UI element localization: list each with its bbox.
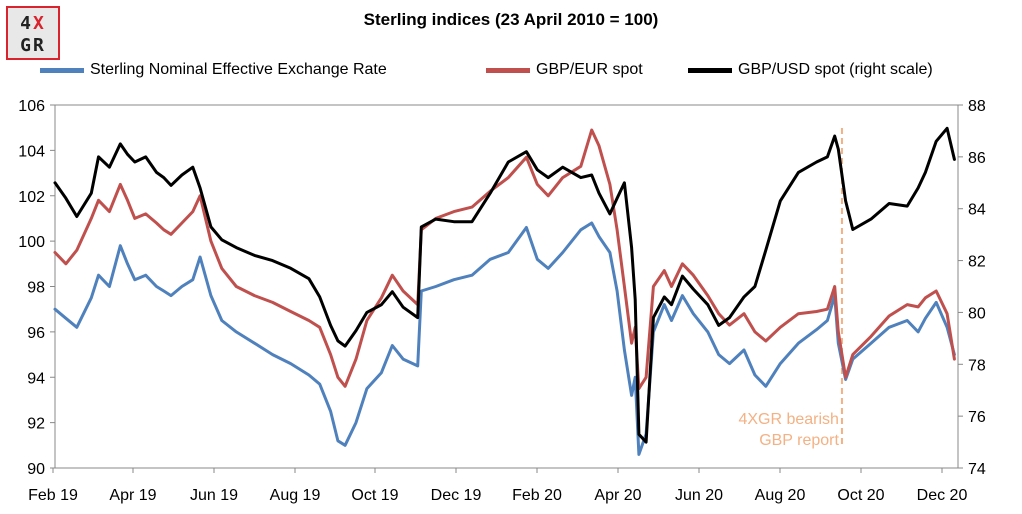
x-tick-label: Aug 20 xyxy=(755,487,806,504)
axes-group: 90 92 94 96 98 100 102 104 106 74 76 78 80 82 84 86 88 Fe… xyxy=(18,98,986,504)
x-tick-label: Feb 19 xyxy=(28,487,78,504)
y-left-tick-label: 106 xyxy=(18,98,45,115)
x-tick-label: Dec 19 xyxy=(431,487,482,504)
logo-line-1: 4X xyxy=(20,13,46,34)
x-tick-label: Jun 19 xyxy=(190,487,238,504)
legend-item-gbpeur: GBP/EUR spot xyxy=(486,58,643,82)
legend-label-neer: Sterling Nominal Effective Exchange Rate xyxy=(90,61,387,78)
annotation-group: 4XGR bearish GBP report xyxy=(738,128,843,449)
y-left-tick-label: 92 xyxy=(27,416,45,433)
series-line-gbpeur xyxy=(53,128,956,391)
y-left-tick-label: 100 xyxy=(18,234,45,251)
annotation-text: GBP report xyxy=(759,432,839,449)
x-tick-label: Oct 19 xyxy=(351,487,398,504)
x-tick-label: Aug 19 xyxy=(270,487,321,504)
y-right-tick-label: 86 xyxy=(968,150,986,167)
y-left-tick-label: 94 xyxy=(27,370,45,387)
y-left-tick-label: 104 xyxy=(18,143,45,160)
x-tick-label: Jun 20 xyxy=(675,487,723,504)
legend-item-neer: Sterling Nominal Effective Exchange Rate xyxy=(40,58,387,82)
annotation-text: 4XGR bearish xyxy=(738,411,839,428)
y-left-tick-label: 96 xyxy=(27,325,45,342)
y-left-tick-label: 102 xyxy=(18,189,45,206)
y-right-tick-label: 80 xyxy=(968,305,986,322)
x-tick-label: Dec 20 xyxy=(917,487,968,504)
legend-label-gbpeur: GBP/EUR spot xyxy=(536,61,643,78)
legend-swatch-gbpeur xyxy=(486,67,530,73)
legend-swatch-neer xyxy=(40,67,84,73)
legend-swatch-gbpusd xyxy=(688,67,732,73)
legend-label-gbpusd: GBP/USD spot (right scale) xyxy=(738,61,933,78)
logo-line-2: GR xyxy=(20,35,46,56)
series-line-neer xyxy=(53,221,956,456)
y-right-tick-label: 84 xyxy=(968,202,986,219)
y-right-tick-label: 74 xyxy=(968,461,986,478)
x-tick-label: Feb 20 xyxy=(512,487,562,504)
series-line-gbpusd xyxy=(53,126,956,444)
chart-title: Sterling indices (23 April 2010 = 100) xyxy=(363,10,659,29)
brand-logo: 4X GR xyxy=(6,6,60,60)
y-right-tick-label: 76 xyxy=(968,409,986,426)
y-right-tick-label: 88 xyxy=(968,98,986,115)
series-group xyxy=(53,126,956,456)
y-left-tick-label: 98 xyxy=(27,280,45,297)
x-tick-label: Apr 19 xyxy=(109,487,156,504)
legend-item-gbpusd: GBP/USD spot (right scale) xyxy=(688,58,933,82)
x-tick-label: Apr 20 xyxy=(594,487,641,504)
x-tick-label: Oct 20 xyxy=(837,487,884,504)
y-right-tick-label: 78 xyxy=(968,357,986,374)
y-right-tick-label: 82 xyxy=(968,254,986,271)
y-left-tick-label: 90 xyxy=(27,461,45,478)
